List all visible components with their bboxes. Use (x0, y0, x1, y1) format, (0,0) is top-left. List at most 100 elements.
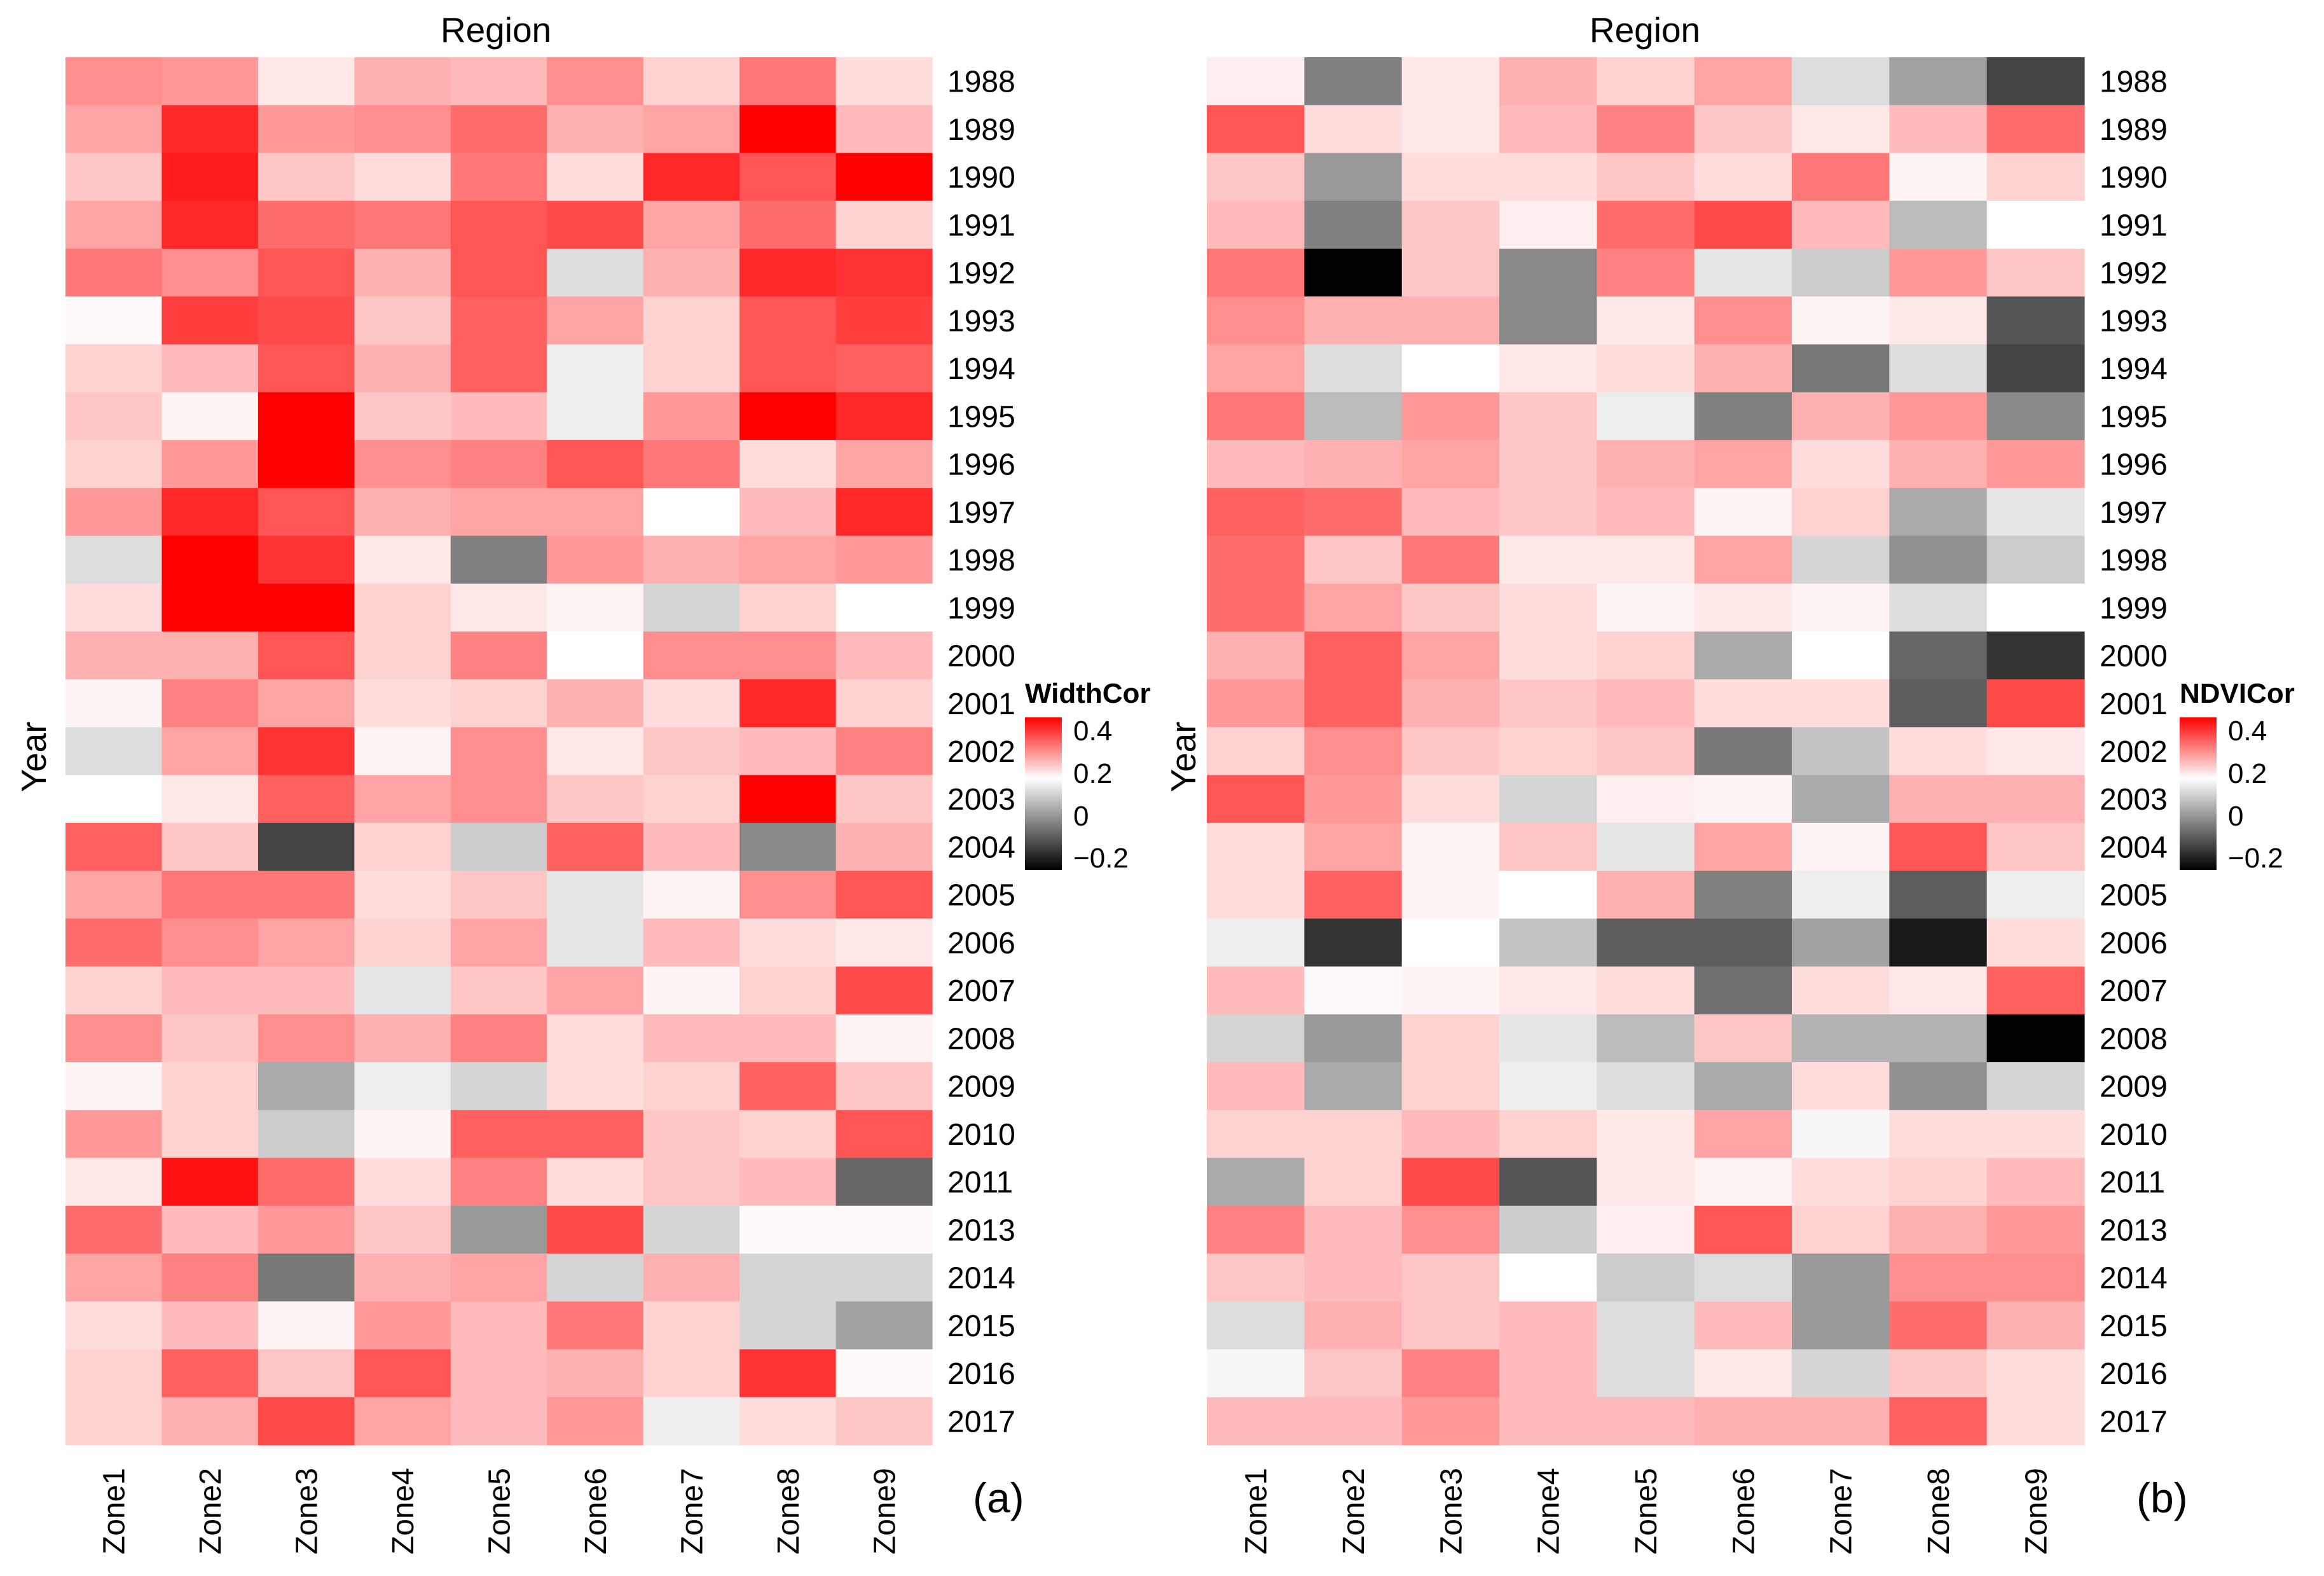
heatmap-cell-zone1-1999 (65, 583, 163, 632)
panel-b-legend-tick-0-4: 0.4 (2228, 715, 2267, 747)
heatmap-cell-zone6-2014 (547, 1254, 644, 1302)
panel-b-legend-colorbar (2180, 717, 2217, 870)
heatmap-cell-zone2-1997 (1304, 488, 1403, 537)
heatmap-cell-zone4-2008 (354, 1014, 451, 1063)
heatmap-cell-zone1-2016 (1207, 1349, 1305, 1398)
heatmap-cell-zone2-1992 (162, 248, 259, 297)
heatmap-cell-zone4-1992 (354, 248, 451, 297)
heatmap-cell-zone7-1988 (643, 57, 740, 106)
heatmap-cell-zone4-2004 (354, 822, 451, 871)
heatmap-cell-zone2-2001 (1304, 679, 1403, 728)
heatmap-cell-zone5-2004 (450, 822, 547, 871)
heatmap-cell-zone2-2008 (162, 1014, 259, 1063)
heatmap-cell-zone9-2013 (1986, 1205, 2085, 1254)
heatmap-cell-zone4-2016 (354, 1349, 451, 1398)
heatmap-cell-zone8-2010 (1889, 1110, 1988, 1159)
heatmap-cell-zone6-2016 (1694, 1349, 1792, 1398)
panel-a-top-axis-title: Region (441, 10, 551, 50)
heatmap-cell-zone3-2014 (258, 1254, 355, 1302)
heatmap-cell-zone6-2001 (1694, 679, 1792, 728)
heatmap-cell-zone6-2003 (1694, 775, 1792, 824)
heatmap-cell-zone9-2006 (835, 918, 933, 967)
heatmap-cell-zone6-1989 (547, 105, 644, 154)
year-label-1989: 1989 (2100, 113, 2168, 147)
panel-b-label: (b) (2136, 1474, 2188, 1521)
heatmap-cell-zone5-2011 (450, 1158, 547, 1206)
heatmap-cell-zone3-2017 (1401, 1397, 1500, 1446)
heatmap-cell-zone1-1991 (1207, 200, 1305, 249)
heatmap-cell-zone6-2013 (547, 1205, 644, 1254)
heatmap-cell-zone8-2016 (1889, 1349, 1988, 1398)
heatmap-cell-zone2-2011 (1304, 1158, 1403, 1206)
heatmap-cell-zone9-1990 (1986, 153, 2085, 202)
heatmap-cell-zone7-1995 (643, 392, 740, 441)
year-label-1995: 1995 (2100, 400, 2168, 434)
heatmap-cell-zone9-1996 (1986, 439, 2085, 488)
heatmap-cell-zone4-1996 (1499, 439, 1597, 488)
heatmap-cell-zone2-1988 (1304, 57, 1403, 106)
heatmap-cell-zone9-1999 (1986, 583, 2085, 632)
year-label-2006: 2006 (947, 927, 1015, 960)
year-label-2001: 2001 (947, 688, 1015, 721)
heatmap-cell-zone9-1997 (1986, 488, 2085, 537)
heatmap-cell-zone2-1994 (1304, 344, 1403, 393)
heatmap-cell-zone4-2006 (1499, 918, 1597, 967)
heatmap-cell-zone5-2008 (1597, 1014, 1695, 1063)
year-label-1988: 1988 (947, 66, 1015, 99)
heatmap-cell-zone8-1990 (739, 153, 837, 202)
year-label-2006: 2006 (2100, 927, 2168, 960)
heatmap-cell-zone7-2009 (643, 1062, 740, 1110)
heatmap-cell-zone1-2008 (65, 1014, 163, 1063)
zone-label-zone9: Zone9 (2019, 1468, 2053, 1554)
heatmap-cell-zone8-2005 (1889, 871, 1988, 919)
heatmap-cell-zone8-2017 (739, 1397, 837, 1446)
heatmap-cell-zone6-1988 (1694, 57, 1792, 106)
heatmap-cell-zone7-2013 (1792, 1205, 1890, 1254)
heatmap-cell-zone8-1994 (1889, 344, 1988, 393)
heatmap-cell-zone2-2004 (162, 822, 259, 871)
heatmap-cell-zone9-1993 (1986, 296, 2085, 345)
heatmap-cell-zone3-2006 (1401, 918, 1500, 967)
heatmap-cell-zone5-1995 (1597, 392, 1695, 441)
heatmap-cell-zone2-2016 (162, 1349, 259, 1398)
heatmap-cell-zone1-1988 (1207, 57, 1305, 106)
heatmap-cell-zone4-2017 (1499, 1397, 1597, 1446)
heatmap-cell-zone7-2000 (1792, 631, 1890, 680)
heatmap-cell-zone5-2008 (450, 1014, 547, 1063)
heatmap-cell-zone9-2006 (1986, 918, 2085, 967)
heatmap-cell-zone1-2009 (1207, 1062, 1305, 1110)
heatmap-cell-zone1-1992 (1207, 248, 1305, 297)
heatmap-cell-zone1-2004 (1207, 822, 1305, 871)
heatmap-cell-zone5-2015 (450, 1301, 547, 1350)
heatmap-cell-zone7-2017 (643, 1397, 740, 1446)
heatmap-cell-zone2-2006 (162, 918, 259, 967)
heatmap-cell-zone6-1996 (547, 439, 644, 488)
heatmap-cell-zone7-2007 (1792, 966, 1890, 1015)
heatmap-cell-zone7-2000 (643, 631, 740, 680)
year-label-1990: 1990 (947, 161, 1015, 195)
heatmap-cell-zone9-2001 (1986, 679, 2085, 728)
heatmap-cell-zone2-2009 (162, 1062, 259, 1110)
heatmap-cell-zone7-2004 (1792, 822, 1890, 871)
heatmap-cell-zone6-2016 (547, 1349, 644, 1398)
zone-label-zone4: Zone4 (387, 1468, 420, 1554)
heatmap-cell-zone2-1996 (162, 439, 259, 488)
heatmap-cell-zone6-1995 (1694, 392, 1792, 441)
heatmap-cell-zone8-2006 (1889, 918, 1988, 967)
heatmap-cell-zone8-1998 (739, 536, 837, 584)
heatmap-cell-zone1-1996 (65, 439, 163, 488)
panel-a-zone-labels: Zone1 Zone2 Zone3 Zone4 Zone5 Zone6 Zone7 Zone8… (98, 1468, 902, 1554)
panel-a-y-axis-title: Year (14, 721, 53, 792)
heatmap-cell-zone3-2011 (258, 1158, 355, 1206)
heatmap-cell-zone9-2002 (1986, 727, 2085, 776)
heatmap-cell-zone7-1999 (643, 583, 740, 632)
year-label-2011: 2011 (947, 1166, 1013, 1199)
heatmap-cell-zone8-2005 (739, 871, 837, 919)
year-label-2009: 2009 (2100, 1070, 2168, 1104)
heatmap-cell-zone8-1989 (1889, 105, 1988, 154)
heatmap-cell-zone8-2007 (739, 966, 837, 1015)
heatmap-cell-zone5-2006 (450, 918, 547, 967)
heatmap-cell-zone7-2011 (1792, 1158, 1890, 1206)
heatmap-cell-zone1-2002 (65, 727, 163, 776)
